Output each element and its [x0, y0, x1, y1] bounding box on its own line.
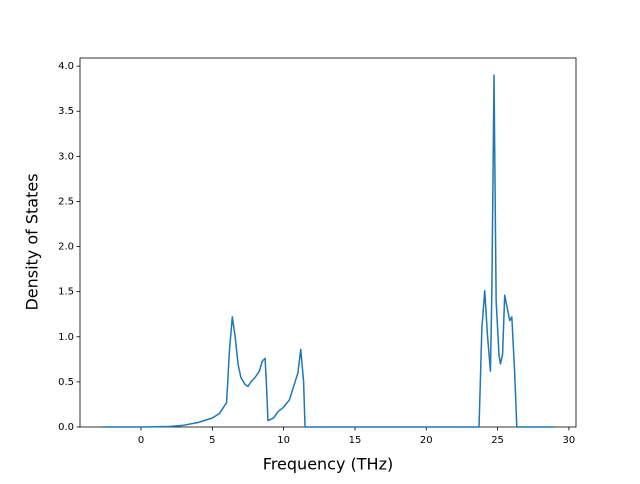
y-tick-label: 0.5: [58, 377, 74, 388]
x-tick-label: 5: [209, 435, 215, 446]
line-series: [102, 74, 555, 428]
y-tick-label: 1.5: [58, 287, 74, 298]
y-tick-label: 3.5: [58, 106, 74, 117]
y-tick-label: 0.0: [58, 422, 74, 433]
y-tick-label: 2.5: [58, 196, 74, 207]
y-tick-label: 2.0: [58, 242, 74, 253]
y-tick-label: 4.0: [58, 61, 74, 72]
y-axis-label: Density of States: [23, 173, 42, 310]
x-axis-label: Frequency (THz): [263, 455, 393, 474]
x-tick-label: 10: [277, 435, 290, 446]
axes-frame: [79, 57, 577, 428]
x-tick-label: 20: [420, 435, 433, 446]
x-tick-label: 15: [349, 435, 362, 446]
x-tick-label: 30: [563, 435, 576, 446]
x-tick-label: 25: [491, 435, 504, 446]
y-tick-label: 1.0: [58, 332, 74, 343]
y-tick-label: 3.0: [58, 151, 74, 162]
x-tick-label: 0: [138, 435, 144, 446]
